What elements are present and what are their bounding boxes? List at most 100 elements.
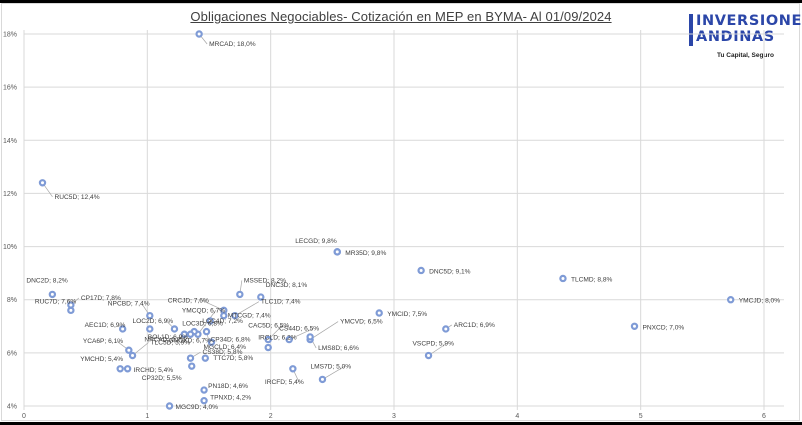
data-point-marker-cp17d xyxy=(67,301,75,309)
data-point-marker-tlc1d xyxy=(231,311,239,320)
data-point-marker-lms8d xyxy=(306,333,314,341)
x-tick-label: 2 xyxy=(269,413,273,420)
data-label-bol1d: BOL1D; 6,9% xyxy=(148,334,188,341)
data-label-ymchd: YMCHD; 5,4% xyxy=(80,356,123,363)
data-label-cp17d: CP17D; 7,8% xyxy=(81,295,121,302)
data-label-ruc5d: RUC5D; 12,4% xyxy=(55,194,100,201)
data-label-ymcid: YMCID; 7,5% xyxy=(387,311,427,318)
data-label-dnc2d: DNC2D; 8,2% xyxy=(26,277,68,284)
data-point-marker-lms7d xyxy=(318,375,327,384)
data-point-marker-pn18d xyxy=(200,386,208,394)
data-point-marker-ruc5d xyxy=(38,179,47,187)
top-border xyxy=(0,0,802,3)
data-point-marker-arc1d xyxy=(442,325,450,333)
data-point-marker-aec1d xyxy=(118,325,127,333)
data-point-marker-dnc2d xyxy=(48,290,57,299)
data-label-mgcld: MGCLD; 6,4% xyxy=(203,344,246,351)
data-label-npcbd: NPCBD; 7,4% xyxy=(108,301,150,308)
x-tick-label: 6 xyxy=(762,413,766,420)
y-tick-label: 16% xyxy=(3,85,17,92)
data-label-ymcvd: YMCVD; 6,5% xyxy=(340,319,383,326)
data-label-mgc9d: MGC9D; 4,0% xyxy=(176,404,219,411)
x-tick-label: 3 xyxy=(392,413,396,420)
y-tick-label: 14% xyxy=(3,138,17,145)
data-label-tlc1d: TLC1D; 7,4% xyxy=(261,299,301,306)
data-labels: MRCAD; 18,0% RUC5D; 12,4% LECGD; 9,8% MR35D… xyxy=(26,41,780,411)
leader-line xyxy=(201,300,224,311)
chart-frame xyxy=(1,3,800,421)
data-point-marker-tpnxd xyxy=(200,396,208,405)
data-label-lms8d: LMS8D; 6,6% xyxy=(318,345,359,352)
data-label-arc1d: ARC1D; 6,9% xyxy=(454,322,495,329)
data-label-mssed: MSSED; 8,2% xyxy=(244,277,286,284)
data-point-marker-mgcld xyxy=(207,338,216,346)
leader-lines xyxy=(42,33,452,382)
data-label-mtcgd: MTCGD; 7,4% xyxy=(228,313,271,320)
data-label-dnc3d: DNC3D; 8,1% xyxy=(266,282,308,289)
leader-line xyxy=(309,321,339,340)
data-point-marker-tlc5d xyxy=(128,351,137,360)
data-point-marker-ircfd xyxy=(289,365,297,373)
data-points xyxy=(38,30,735,410)
data-label-mrcad: MRCAD; 18,0% xyxy=(209,41,256,48)
data-label-cs44d: CS44D; 6,5% xyxy=(279,326,319,333)
logo-bar-icon xyxy=(689,14,693,46)
data-point-marker-mrcad xyxy=(195,30,203,38)
data-point-marker-ymcjd xyxy=(727,296,735,304)
leader-line xyxy=(289,328,314,340)
data-label-ruc7d: RUC7D; 7,6% xyxy=(35,298,77,305)
data-label-lecgd: LECGD; 9,8% xyxy=(295,238,337,245)
logo-line1: INVERSIONES xyxy=(696,13,802,29)
data-label-gncxd: GNCXD; 6,7% xyxy=(169,337,212,344)
data-point-marker-cp32d xyxy=(188,362,196,370)
inversiones-andinas-logo: INVERSIONES ANDINAS Tu Capital, Seguro xyxy=(689,13,802,64)
data-label-vscpd: VSCPD; 5,9% xyxy=(413,341,455,348)
data-label-ymcqd: YMCQD; 6,7% xyxy=(182,307,225,314)
data-label-mr35d: MR35D; 9,8% xyxy=(345,250,386,257)
data-point-marker-npcbd xyxy=(146,311,154,320)
data-label-pnxcd: PNXCD; 7,0% xyxy=(643,324,685,331)
data-point-marker-pnxcd xyxy=(630,322,639,330)
logo-line2: ANDINAS xyxy=(696,29,775,45)
data-point-marker-gncxd xyxy=(186,330,195,338)
data-point-marker-ircld xyxy=(264,343,272,352)
data-point-marker-mr35d xyxy=(333,248,341,256)
data-point-marker-loc2d xyxy=(170,325,179,333)
data-label-tpnxd: TPNXD; 4,2% xyxy=(210,395,251,402)
data-point-marker-dnc5d xyxy=(417,266,425,275)
x-tick-label: 1 xyxy=(145,413,149,420)
data-label-dnc5d: DNC5D; 9,1% xyxy=(429,268,471,275)
data-point-marker-dnc3d xyxy=(257,293,265,301)
data-label-loc4d: LOC4D; 7,2% xyxy=(202,318,243,325)
chart-title: Obligaciones Negociables- Cotización en … xyxy=(190,9,612,24)
data-label-yca6p: YCA6P; 6,1% xyxy=(83,338,123,345)
leader-line xyxy=(322,366,345,380)
data-label-ircld: IRCLD; 6,2% xyxy=(258,335,297,342)
x-tick-label: 5 xyxy=(639,413,643,420)
data-point-marker-loc4d xyxy=(206,317,214,325)
data-point-marker-cs44d xyxy=(285,335,293,344)
y-tick-label: 12% xyxy=(3,191,17,198)
x-tick-label: 4 xyxy=(515,413,519,420)
data-point-marker-yca6p xyxy=(125,346,133,354)
data-point-marker-bol1d xyxy=(146,325,154,333)
y-tick-label: 18% xyxy=(3,32,17,39)
data-label-irchd: IRCHD; 5,4% xyxy=(134,367,174,374)
data-point-marker-cp34d xyxy=(202,327,211,336)
data-label-loc2d: LOC2D; 6,9% xyxy=(132,318,173,325)
data-label-loc3d: LOC3D; 6,8% xyxy=(182,321,223,328)
data-point-marker-vscpd xyxy=(424,351,433,360)
data-label-aec1d: AEC1D; 6,9% xyxy=(85,322,126,329)
logo-tagline: Tu Capital, Seguro xyxy=(717,52,774,59)
data-label-ircfd: IRCFD; 5,4% xyxy=(265,379,304,386)
x-tick-label: 0 xyxy=(22,413,26,420)
data-point-marker-cac5d xyxy=(264,335,272,344)
data-point-marker-cs38d xyxy=(186,354,195,362)
data-label-crcjd: CRCJD; 7,6% xyxy=(168,297,209,304)
data-point-marker-ymcid xyxy=(375,309,383,317)
data-point-marker-ttc7d xyxy=(201,354,209,362)
y-tick-label: 4% xyxy=(7,404,17,411)
data-label-tlcmd: TLCMD; 8,8% xyxy=(571,276,613,283)
data-point-marker-mssed xyxy=(236,290,244,299)
